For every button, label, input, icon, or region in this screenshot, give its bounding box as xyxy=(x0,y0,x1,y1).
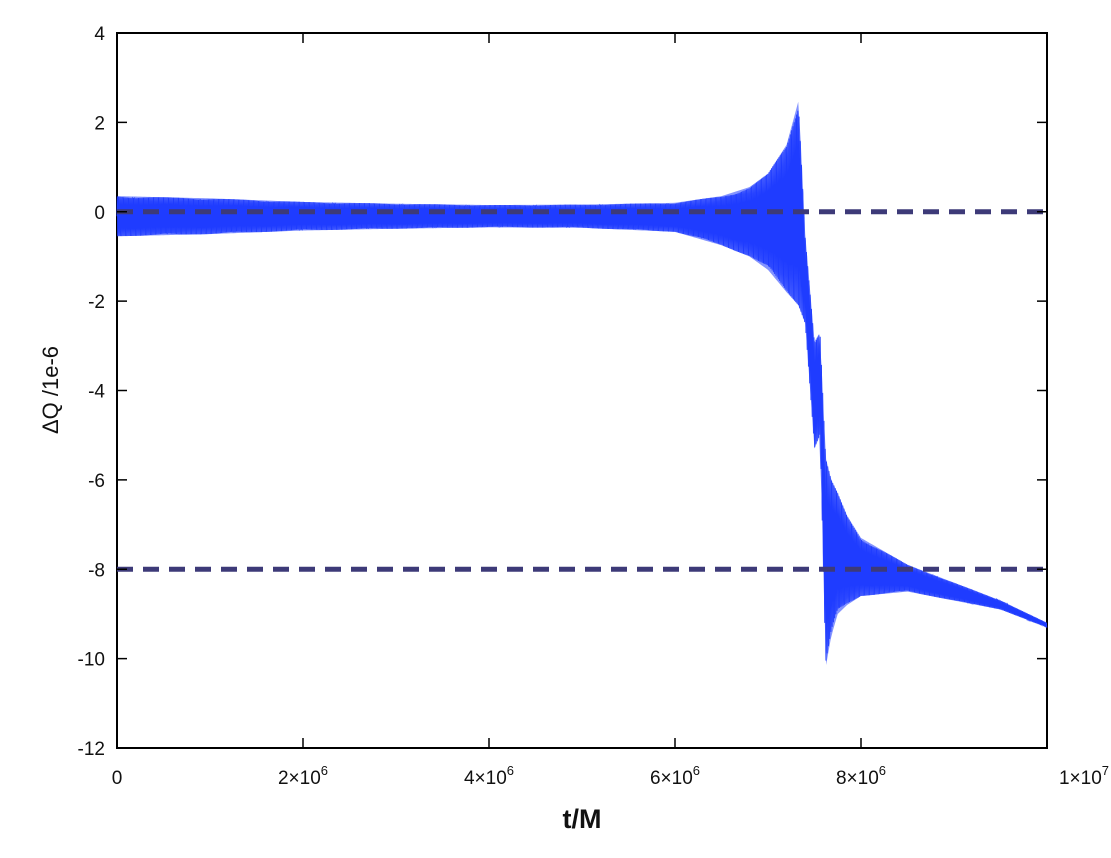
ticks xyxy=(116,32,1048,749)
x-axis-title: t/M xyxy=(563,804,602,834)
y-tick-label: -6 xyxy=(88,471,105,492)
x-tick-label: 2×106 xyxy=(278,763,328,789)
y-tick-label: -4 xyxy=(88,382,105,403)
y-tick-label: -12 xyxy=(78,739,105,760)
y-tick-label: -2 xyxy=(88,292,105,313)
series-0-line xyxy=(116,110,1048,661)
x-tick-label: 8×106 xyxy=(836,763,886,789)
series-layer xyxy=(116,101,1048,665)
y-tick-label: 2 xyxy=(94,113,105,134)
x-tick-label: 6×106 xyxy=(650,763,700,789)
plot-frame xyxy=(116,32,1048,749)
y-tick-label: -10 xyxy=(78,650,105,671)
x-tick-label: 0 xyxy=(112,768,123,789)
x-tick-label: 4×106 xyxy=(464,763,514,789)
y-axis-title: ΔQ /1e-6 xyxy=(38,346,63,434)
y-tick-label: 4 xyxy=(94,24,105,45)
y-tick-label: 0 xyxy=(94,203,105,224)
tick-labels: 4 2 0 -2 -4 -6 -8 -10 -12 0 2×106 4×106 6×106 8×106 1×… xyxy=(78,24,1109,789)
y-tick-label: -8 xyxy=(88,560,105,581)
x-tick-label: 1×107 xyxy=(1059,763,1109,789)
